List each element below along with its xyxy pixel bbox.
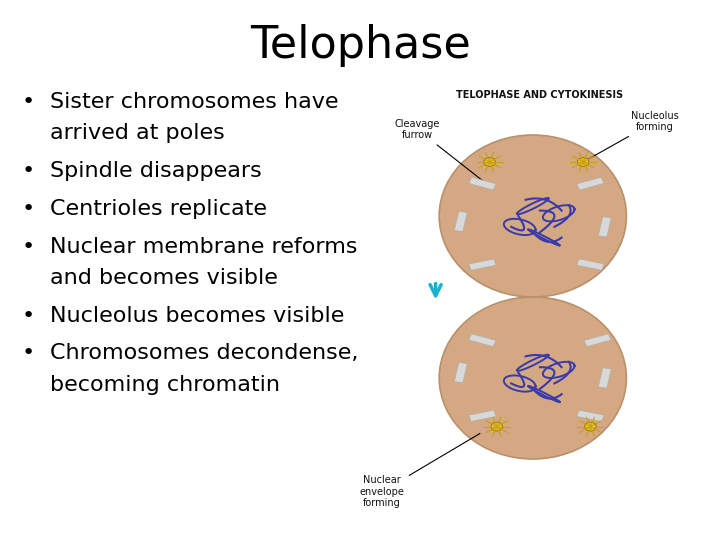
Ellipse shape <box>439 135 626 297</box>
Circle shape <box>491 422 503 431</box>
Text: arrived at poles: arrived at poles <box>50 123 225 143</box>
Polygon shape <box>598 368 611 388</box>
Text: •: • <box>22 199 35 219</box>
Text: •: • <box>22 306 35 326</box>
Text: Telophase: Telophase <box>250 24 470 68</box>
Text: becoming chromatin: becoming chromatin <box>50 375 280 395</box>
Text: Spindle disappears: Spindle disappears <box>50 161 262 181</box>
Text: Cleavage
furrow: Cleavage furrow <box>395 119 491 187</box>
Text: TELOPHASE AND CYTOKINESIS: TELOPHASE AND CYTOKINESIS <box>456 90 624 100</box>
Polygon shape <box>584 334 611 347</box>
Text: Nucleolus becomes visible: Nucleolus becomes visible <box>50 306 345 326</box>
Polygon shape <box>598 217 611 237</box>
Polygon shape <box>454 362 467 383</box>
Polygon shape <box>454 211 467 232</box>
Polygon shape <box>469 177 496 190</box>
Text: •: • <box>22 237 35 256</box>
Text: •: • <box>22 92 35 112</box>
Polygon shape <box>577 410 604 421</box>
Text: Centrioles replicate: Centrioles replicate <box>50 199 267 219</box>
Text: Nucleolus
forming: Nucleolus forming <box>585 111 679 160</box>
Text: and becomes visible: and becomes visible <box>50 268 278 288</box>
Text: Nuclear membrane reforms: Nuclear membrane reforms <box>50 237 358 256</box>
Text: •: • <box>22 161 35 181</box>
Circle shape <box>484 158 495 166</box>
Polygon shape <box>577 177 604 190</box>
Ellipse shape <box>439 297 626 459</box>
Polygon shape <box>469 410 496 421</box>
Polygon shape <box>469 259 496 270</box>
Text: Chromosomes decondense,: Chromosomes decondense, <box>50 343 359 363</box>
Polygon shape <box>469 334 496 347</box>
Polygon shape <box>577 259 604 270</box>
Text: •: • <box>22 343 35 363</box>
Circle shape <box>577 158 589 166</box>
Text: Nuclear
envelope
forming: Nuclear envelope forming <box>359 434 480 508</box>
Text: Sister chromosomes have: Sister chromosomes have <box>50 92 339 112</box>
Circle shape <box>585 422 596 431</box>
